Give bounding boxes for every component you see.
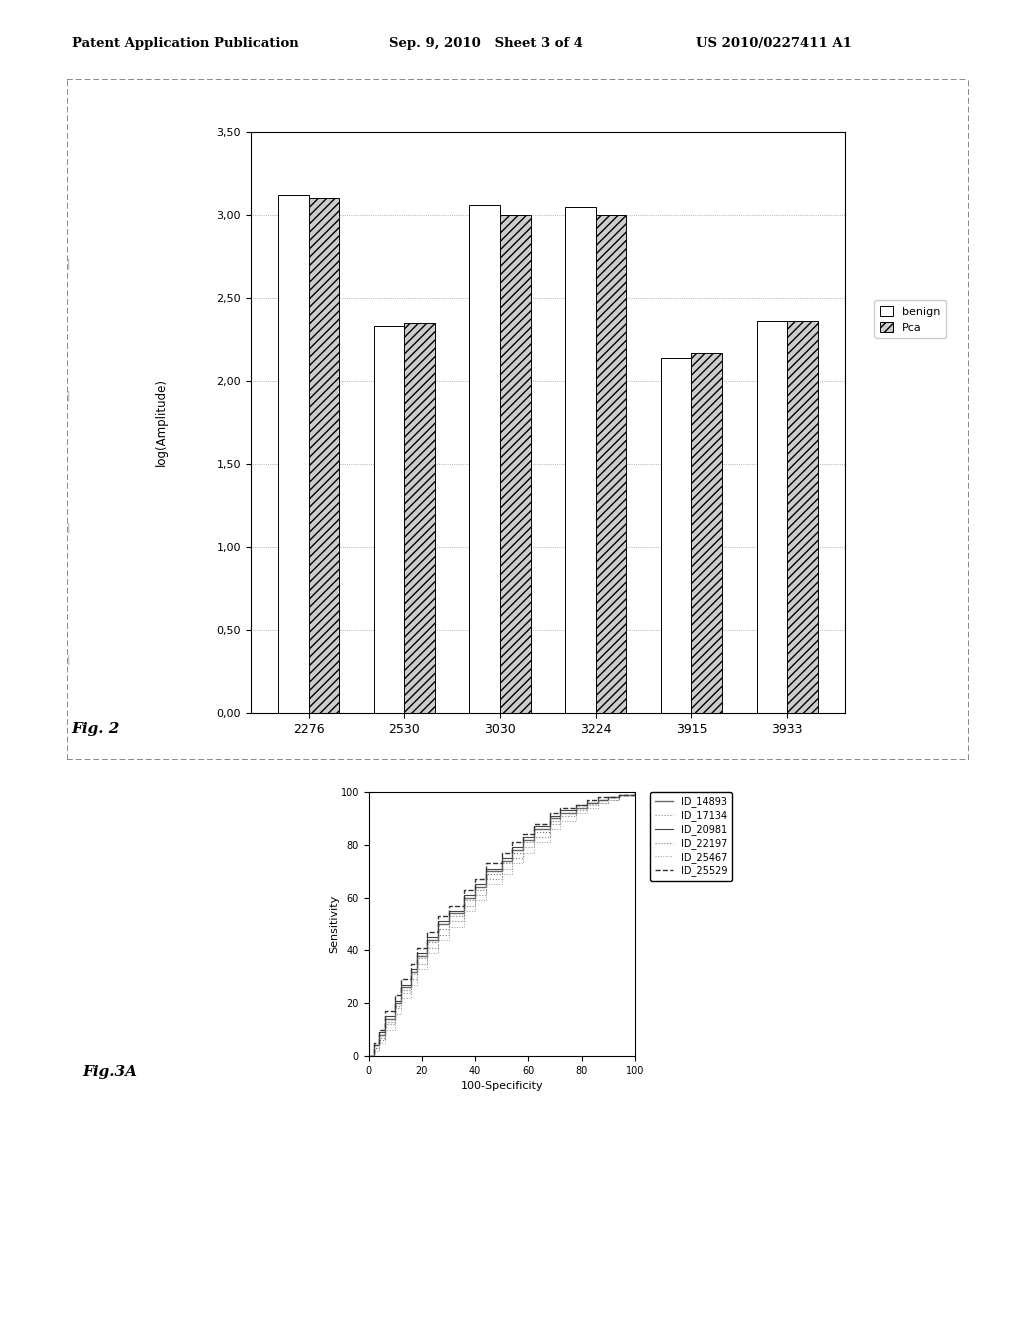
Bar	[308, 198, 339, 713]
Bar	[660, 358, 691, 713]
X-axis label: 100-Specificity: 100-Specificity	[461, 1081, 543, 1092]
Bar	[757, 321, 787, 713]
Bar	[565, 207, 596, 713]
Text: Sep. 9, 2010   Sheet 3 of 4: Sep. 9, 2010 Sheet 3 of 4	[389, 37, 583, 50]
Y-axis label: log(Amplitude): log(Amplitude)	[155, 379, 168, 466]
Bar	[278, 195, 308, 713]
Legend: ID_14893, ID_17134, ID_20981, ID_22197, ID_25467, ID_25529: ID_14893, ID_17134, ID_20981, ID_22197, …	[650, 792, 732, 882]
Bar	[469, 205, 500, 713]
Bar	[500, 215, 530, 713]
Y-axis label: Sensitivity: Sensitivity	[329, 895, 339, 953]
Bar	[596, 215, 627, 713]
Bar	[374, 326, 404, 713]
Bar	[691, 352, 722, 713]
Text: Fig.3A: Fig.3A	[82, 1065, 137, 1078]
Text: |: |	[67, 523, 71, 533]
Text: |: |	[67, 655, 71, 665]
Text: |: |	[67, 391, 71, 401]
Text: |: |	[67, 259, 71, 269]
Bar	[787, 321, 818, 713]
Legend: benign, Pca: benign, Pca	[874, 300, 946, 338]
Text: Patent Application Publication: Patent Application Publication	[72, 37, 298, 50]
Text: US 2010/0227411 A1: US 2010/0227411 A1	[696, 37, 852, 50]
Text: Fig. 2: Fig. 2	[72, 722, 120, 735]
Bar	[404, 323, 435, 713]
